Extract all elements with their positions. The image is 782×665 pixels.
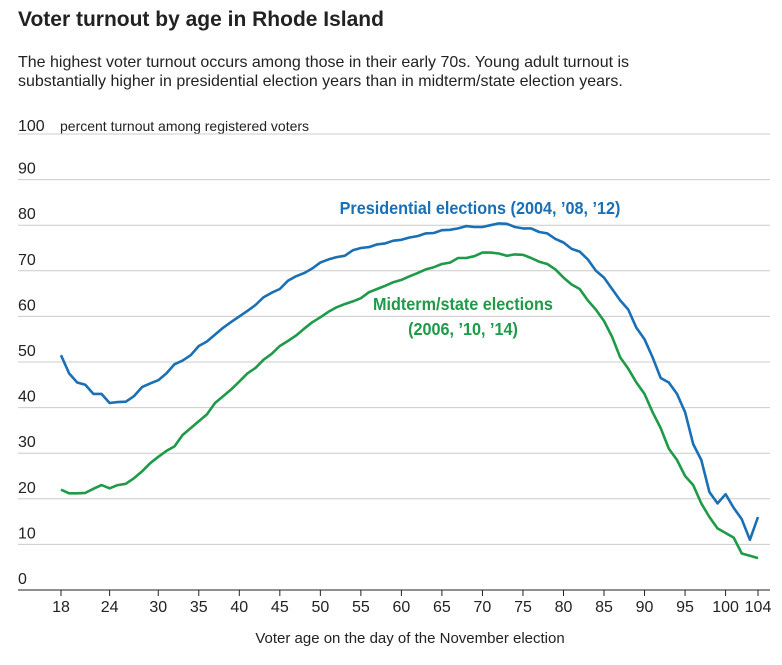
x-tick-label: 85 [595, 599, 613, 616]
y-axis-label: percent turnout among registered voters [60, 118, 309, 134]
x-tick-label: 80 [555, 599, 573, 616]
y-tick-label: 70 [18, 252, 36, 269]
series-label: Midterm/state elections [373, 294, 553, 314]
x-tick-label: 90 [636, 599, 654, 616]
x-tick-label: 35 [190, 599, 208, 616]
y-tick-label: 0 [18, 571, 27, 588]
x-tick-label: 40 [230, 599, 248, 616]
y-tick-label: 10 [18, 525, 36, 542]
x-axis-label: Voter age on the day of the November ele… [255, 630, 564, 647]
series-label: (2006, ’10, ’14) [408, 319, 518, 339]
y-tick-label: 80 [18, 206, 36, 223]
x-tick-label: 70 [474, 599, 492, 616]
y-tick-label: 40 [18, 389, 36, 406]
series-line [60, 251, 759, 560]
x-tick-label: 60 [392, 599, 410, 616]
y-tick-label: 20 [18, 480, 36, 497]
subtitle: The highest voter turnout occurs among t… [18, 54, 629, 71]
chart-title: Voter turnout by age in Rhode Island [18, 8, 384, 31]
x-tick-label: 65 [433, 599, 451, 616]
x-tick-label: 45 [271, 599, 289, 616]
y-tick-label: 60 [18, 297, 36, 314]
y-tick-label: 100 [18, 118, 45, 135]
y-tick-label: 30 [18, 434, 36, 451]
x-tick-label: 50 [311, 599, 329, 616]
x-tick-label: 18 [52, 599, 70, 616]
x-tick-label: 30 [149, 599, 167, 616]
series-label: Presidential elections (2004, ’08, ’12) [340, 198, 621, 218]
x-tick-label: 104 [745, 599, 772, 616]
series-line [59, 222, 760, 542]
y-tick-label: 50 [18, 343, 36, 360]
x-tick-label: 95 [676, 599, 694, 616]
subtitle: substantially higher in presidential ele… [18, 73, 623, 90]
x-tick-label: 100 [712, 599, 739, 616]
x-tick-label: 24 [101, 599, 119, 616]
x-tick-label: 75 [514, 599, 532, 616]
y-tick-label: 90 [18, 161, 36, 178]
x-tick-label: 55 [352, 599, 370, 616]
